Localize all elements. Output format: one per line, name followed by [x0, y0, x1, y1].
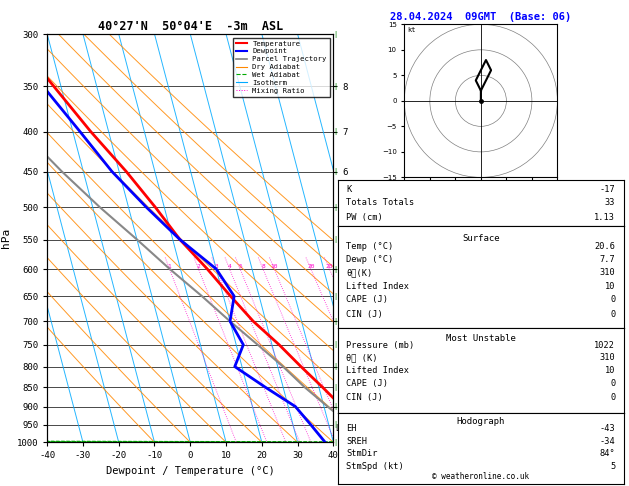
Text: 8: 8 [261, 264, 265, 269]
Text: |: | [333, 204, 337, 211]
Text: 0: 0 [610, 310, 615, 319]
Text: |: | [333, 168, 337, 175]
Text: |: | [333, 363, 337, 370]
Text: 20: 20 [307, 264, 314, 269]
X-axis label: Dewpoint / Temperature (°C): Dewpoint / Temperature (°C) [106, 466, 275, 476]
Text: 33: 33 [605, 198, 615, 208]
Text: Dewp (°C): Dewp (°C) [347, 255, 394, 264]
Text: StmSpd (kt): StmSpd (kt) [347, 462, 404, 471]
Text: 1.13: 1.13 [594, 213, 615, 222]
Text: 0: 0 [610, 295, 615, 304]
Text: Pressure (mb): Pressure (mb) [347, 341, 415, 349]
Text: StmDir: StmDir [347, 450, 378, 458]
Text: 10: 10 [270, 264, 278, 269]
Text: 0: 0 [610, 393, 615, 402]
Text: 7.7: 7.7 [599, 255, 615, 264]
Y-axis label: hPa: hPa [1, 228, 11, 248]
Text: Most Unstable: Most Unstable [446, 334, 516, 343]
Text: Totals Totals: Totals Totals [347, 198, 415, 208]
Text: |: | [333, 236, 337, 243]
Title: 40°27'N  50°04'E  -3m  ASL: 40°27'N 50°04'E -3m ASL [97, 20, 283, 33]
Text: Hodograph: Hodograph [457, 417, 505, 426]
Text: -34: -34 [599, 437, 615, 446]
Text: Temp (°C): Temp (°C) [347, 242, 394, 251]
Text: K: K [347, 186, 352, 194]
Text: 0: 0 [610, 379, 615, 388]
Text: 2: 2 [197, 264, 201, 269]
Text: CIN (J): CIN (J) [347, 310, 383, 319]
Text: θᴄ (K): θᴄ (K) [347, 353, 378, 363]
Text: 4: 4 [228, 264, 231, 269]
Text: 1022: 1022 [594, 341, 615, 349]
Text: |: | [333, 439, 337, 446]
Text: 28: 28 [326, 264, 333, 269]
Text: |: | [333, 421, 337, 428]
Text: -17: -17 [599, 186, 615, 194]
Text: Surface: Surface [462, 234, 499, 243]
Text: PW (cm): PW (cm) [347, 213, 383, 222]
Text: 20.6: 20.6 [594, 242, 615, 251]
Text: CAPE (J): CAPE (J) [347, 379, 388, 388]
Text: |: | [333, 383, 337, 391]
Text: |: | [333, 265, 337, 273]
Text: Lifted Index: Lifted Index [347, 366, 409, 375]
Text: |: | [333, 83, 337, 90]
Text: 10: 10 [605, 282, 615, 291]
Text: 28.04.2024  09GMT  (Base: 06): 28.04.2024 09GMT (Base: 06) [390, 12, 572, 22]
Text: -43: -43 [599, 424, 615, 433]
Text: 5: 5 [610, 462, 615, 471]
Text: kt: kt [407, 27, 415, 33]
Text: 5: 5 [238, 264, 242, 269]
Text: |: | [333, 318, 337, 325]
Y-axis label: km
ASL: km ASL [349, 230, 369, 246]
Text: LCL: LCL [335, 424, 348, 433]
Text: 310: 310 [599, 353, 615, 363]
Text: 84°: 84° [599, 450, 615, 458]
Legend: Temperature, Dewpoint, Parcel Trajectory, Dry Adiabat, Wet Adiabat, Isotherm, Mi: Temperature, Dewpoint, Parcel Trajectory… [233, 37, 330, 97]
Text: |: | [333, 403, 337, 410]
Text: SREH: SREH [347, 437, 367, 446]
Text: 3: 3 [214, 264, 218, 269]
Text: © weatheronline.co.uk: © weatheronline.co.uk [432, 472, 530, 481]
Text: |: | [333, 31, 337, 37]
Text: 10: 10 [605, 366, 615, 375]
Text: |: | [333, 341, 337, 348]
Text: 310: 310 [599, 268, 615, 278]
Text: CIN (J): CIN (J) [347, 393, 383, 402]
Text: |: | [333, 128, 337, 135]
Text: EH: EH [347, 424, 357, 433]
Text: Lifted Index: Lifted Index [347, 282, 409, 291]
Text: 1: 1 [168, 264, 172, 269]
Text: CAPE (J): CAPE (J) [347, 295, 388, 304]
Text: |: | [333, 293, 337, 300]
Text: θᴄ(K): θᴄ(K) [347, 268, 372, 278]
